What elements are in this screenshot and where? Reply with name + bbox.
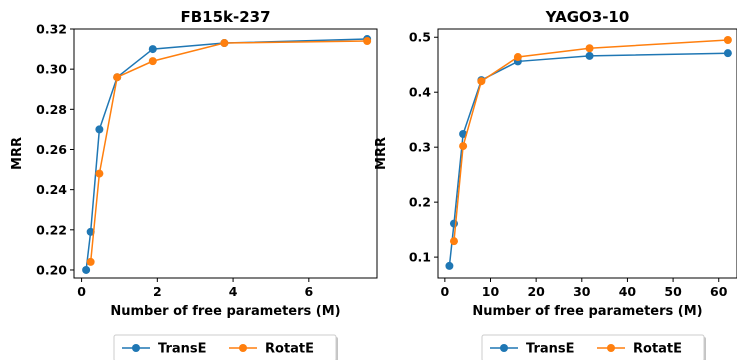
legend-swatch-marker — [500, 344, 508, 352]
data-point — [86, 227, 95, 236]
data-point — [449, 237, 458, 246]
data-point — [86, 257, 95, 266]
x-tick-label: 50 — [664, 284, 682, 299]
y-tick-label: 0.3 — [409, 140, 431, 155]
data-point — [513, 53, 522, 62]
data-point — [723, 49, 732, 58]
x-tick-label: 40 — [619, 284, 637, 299]
legend-label: TransE — [158, 342, 207, 357]
y-tick-label: 0.4 — [409, 85, 431, 100]
x-axis-label: Number of free parameters (M) — [472, 304, 702, 319]
x-tick-label: 0 — [440, 284, 449, 299]
series-line — [85, 38, 368, 271]
series-line — [453, 39, 728, 242]
data-point — [95, 169, 104, 178]
x-tick-label: 0 — [77, 284, 86, 299]
legend-box — [481, 334, 705, 360]
series-transe — [82, 35, 372, 274]
y-tick-label: 0.30 — [36, 62, 67, 77]
data-point — [148, 45, 157, 54]
data-point — [585, 51, 594, 60]
data-point — [148, 57, 157, 66]
chart-panel-2: YAGO3-10 0 10 20 30 40 50 60 0.1 0.2 0.3 0.4 0.5 Numb… — [374, 8, 737, 360]
legend-swatch-marker — [132, 344, 140, 352]
legend-swatch-marker — [239, 344, 247, 352]
y-axis-label: MRR — [10, 137, 25, 170]
y-tick-label: 0.28 — [36, 102, 67, 117]
x-tick-label: 30 — [573, 284, 591, 299]
data-point — [449, 219, 458, 228]
legend: TransE RotatE — [481, 334, 706, 360]
legend: TransE RotatE — [113, 334, 338, 360]
y-tick-label: 0.2 — [409, 195, 431, 210]
chart-title: YAGO3-10 — [545, 8, 630, 26]
x-tick-label: 10 — [482, 284, 500, 299]
series-transe — [445, 49, 732, 270]
data-point — [585, 44, 594, 53]
chart-title: FB15k-237 — [180, 8, 270, 26]
y-tick-label: 0.1 — [409, 250, 431, 265]
data-point — [445, 261, 454, 270]
data-point — [220, 39, 229, 48]
y-axis-label: MRR — [374, 137, 389, 170]
series-line — [89, 40, 368, 263]
x-tick-label: 4 — [229, 284, 238, 299]
chart-panel-1: FB15k-237 0 2 4 6 0.20 0.22 0.24 0.26 0.28 0.30 0.3… — [10, 8, 378, 360]
legend-box — [113, 334, 337, 360]
y-tick-label: 0.5 — [409, 30, 431, 45]
y-tick-label: 0.24 — [36, 182, 67, 197]
legend-label: RotatE — [633, 342, 682, 357]
x-tick-label: 6 — [304, 284, 313, 299]
series-rotate — [449, 35, 732, 246]
legend-swatch-marker — [607, 344, 615, 352]
legend-label: RotatE — [265, 342, 314, 357]
x-axis-label: Number of free parameters (M) — [110, 304, 340, 319]
x-tick-label: 20 — [527, 284, 545, 299]
y-tick-label: 0.22 — [36, 222, 67, 237]
data-point — [82, 265, 91, 274]
data-point — [113, 73, 122, 82]
axes-frame — [437, 28, 737, 279]
y-tick-label: 0.20 — [36, 262, 67, 277]
data-point — [723, 35, 732, 44]
y-tick-label: 0.32 — [36, 22, 67, 37]
series-rotate — [86, 37, 372, 266]
data-point — [363, 37, 372, 46]
data-point — [459, 129, 468, 138]
data-point — [459, 142, 468, 151]
axes-frame — [73, 28, 378, 279]
y-tick-label: 0.26 — [36, 142, 67, 157]
data-point — [95, 125, 104, 134]
x-tick-label: 2 — [153, 284, 162, 299]
data-point — [477, 77, 486, 86]
legend-label: TransE — [526, 342, 575, 357]
x-tick-label: 60 — [710, 284, 728, 299]
series-line — [448, 52, 728, 266]
